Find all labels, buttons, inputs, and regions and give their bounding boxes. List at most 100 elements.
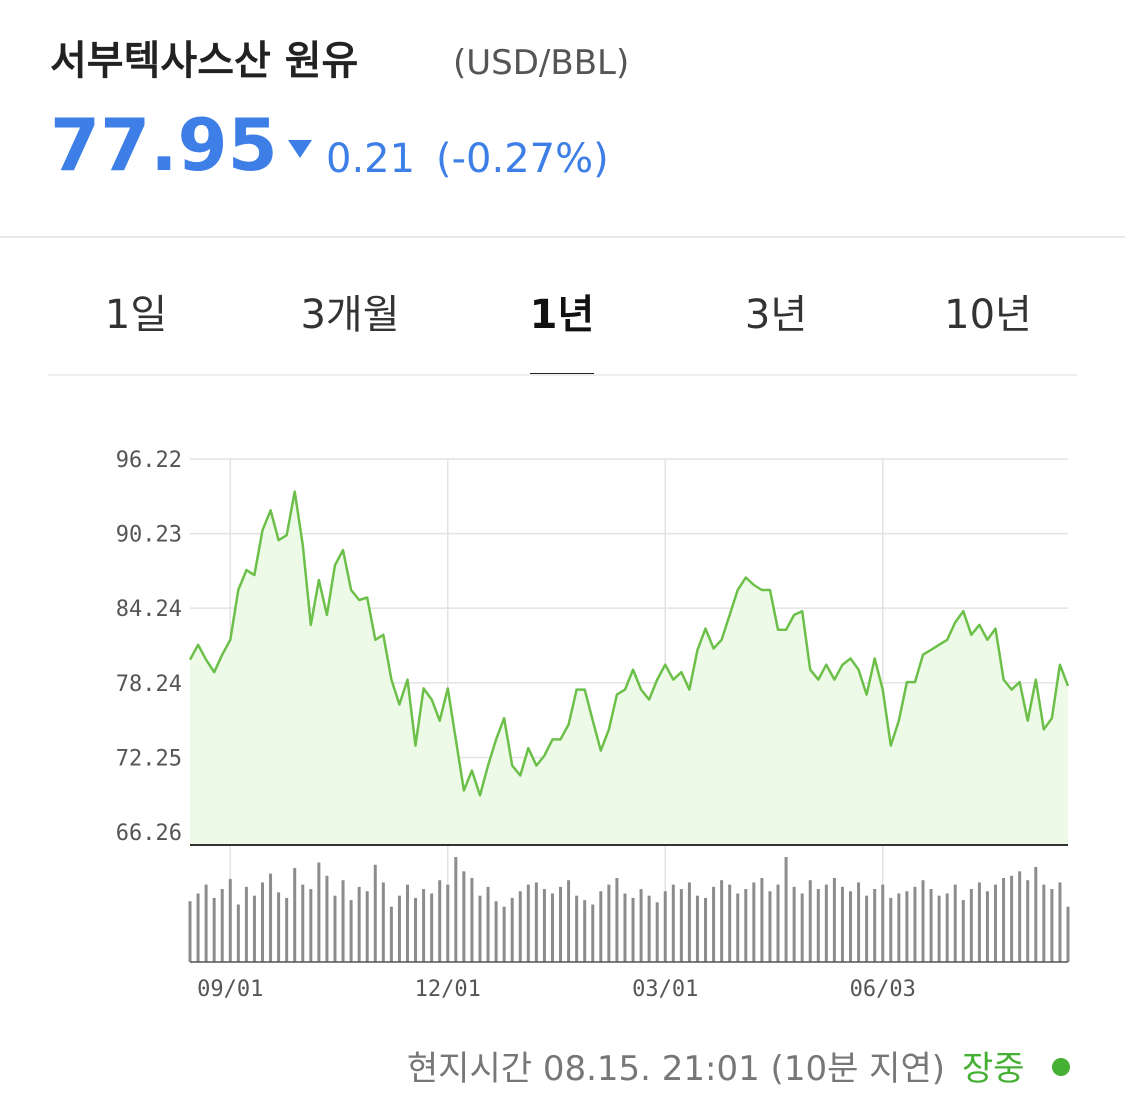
volume-bar — [695, 895, 699, 962]
volume-bar — [325, 875, 329, 962]
volume-bar — [430, 893, 434, 962]
price-line — [188, 490, 1070, 797]
volume-bar — [333, 895, 337, 962]
volume-bar — [204, 884, 208, 962]
volume-bar — [889, 897, 893, 962]
market-status: 장중 — [962, 1049, 1025, 1089]
volume-bar — [567, 880, 571, 962]
volume-bar — [389, 906, 393, 962]
volume-bar — [397, 895, 401, 962]
volume-bar — [599, 891, 603, 962]
volume-bar — [712, 886, 716, 962]
volume-bar — [639, 889, 643, 962]
volume-bar — [365, 891, 369, 962]
volume-bar — [285, 897, 289, 962]
volume-bar — [655, 902, 659, 962]
x-tick-label: 12/01 — [415, 977, 481, 1002]
volume-bar — [1050, 889, 1054, 962]
y-tick-label: 78.24 — [116, 672, 182, 697]
volume-bar — [687, 882, 691, 962]
volume-bar — [881, 884, 885, 962]
area — [190, 491, 1068, 845]
volume-bar — [446, 884, 450, 962]
volume-bar — [293, 868, 297, 962]
volume-bar — [1002, 878, 1006, 962]
volume-bar — [977, 882, 981, 962]
volume-bar — [631, 897, 635, 962]
volume-bar — [260, 882, 264, 962]
volume-bar — [607, 884, 611, 962]
volume-bar — [849, 891, 853, 962]
volume-bar — [196, 893, 200, 962]
y-tick-label: 66.26 — [116, 821, 182, 846]
volume-bar — [615, 878, 619, 962]
volume-bar — [559, 886, 563, 962]
volume-bar — [1066, 906, 1070, 962]
volume-bar — [494, 901, 498, 962]
volume-bar — [301, 884, 305, 962]
volume-bar — [897, 893, 901, 962]
volume-bar — [1058, 882, 1062, 962]
volume-bar — [1018, 871, 1022, 962]
volume-bar — [341, 880, 345, 962]
volume-bar — [220, 889, 224, 962]
volume-bar — [349, 900, 353, 962]
volume-bar — [414, 897, 418, 962]
y-tick-label: 84.24 — [116, 597, 182, 622]
change-percent: (-0.27%) — [436, 136, 609, 182]
x-tick-label: 06/03 — [850, 977, 916, 1002]
volume-bar — [269, 873, 273, 962]
change: 0.21 — [326, 136, 415, 182]
volume-bar — [454, 857, 458, 962]
volume-bar — [679, 889, 683, 962]
volume-bar — [720, 880, 724, 962]
volume-bar — [824, 884, 828, 962]
volume-bar — [510, 897, 514, 962]
down-arrow — [288, 140, 312, 158]
volume-bar — [663, 891, 667, 962]
tab[interactable]: 10년 — [944, 292, 1032, 338]
volume-bar — [768, 891, 772, 962]
volume-bar — [583, 900, 587, 962]
volume-bar — [792, 886, 796, 962]
volume-bar — [277, 892, 281, 962]
volume-bar — [502, 906, 506, 962]
volume-bar — [381, 882, 385, 962]
volume-bar — [728, 884, 732, 962]
volume-bar — [1010, 875, 1014, 962]
volume-bar — [953, 884, 957, 962]
volume-bar — [808, 880, 812, 962]
volume-bar — [188, 901, 192, 962]
title: 서부텍사스산 원유 — [50, 38, 358, 84]
volume-bar — [542, 889, 546, 962]
volume-bar — [526, 884, 530, 962]
y-tick-label: 96.22 — [116, 448, 182, 473]
volume-bar — [212, 897, 216, 962]
price: 77.95 — [50, 103, 278, 187]
volume-bar — [1034, 866, 1038, 962]
volume-bar — [776, 884, 780, 962]
chart: 96.22 90.23 84.24 78.24 72.25 66.26 09/01 12/01… — [116, 448, 1070, 1002]
volume-bar — [945, 893, 949, 962]
volume-bar — [244, 886, 248, 962]
tab[interactable]: 1년 — [530, 292, 595, 338]
volume-bar — [921, 880, 925, 962]
tab[interactable]: 1일 — [105, 292, 167, 338]
volume-bar — [486, 886, 490, 962]
volume-bar — [518, 891, 522, 962]
volume-bar — [309, 889, 313, 962]
volume-bar — [865, 895, 869, 962]
tab[interactable]: 3년 — [745, 292, 807, 338]
tab[interactable]: 3개월 — [300, 292, 399, 338]
unit: (USD/BBL) — [453, 43, 629, 83]
volume-bar — [438, 880, 442, 962]
volume-bar — [832, 878, 836, 962]
volume-bar — [373, 864, 377, 962]
volume-bar — [1026, 880, 1030, 962]
y-tick-label: 90.23 — [116, 523, 182, 548]
volume-bar — [969, 889, 973, 962]
volume-bar — [575, 895, 579, 962]
volume-bar — [704, 897, 708, 962]
volume-bar — [913, 886, 917, 962]
